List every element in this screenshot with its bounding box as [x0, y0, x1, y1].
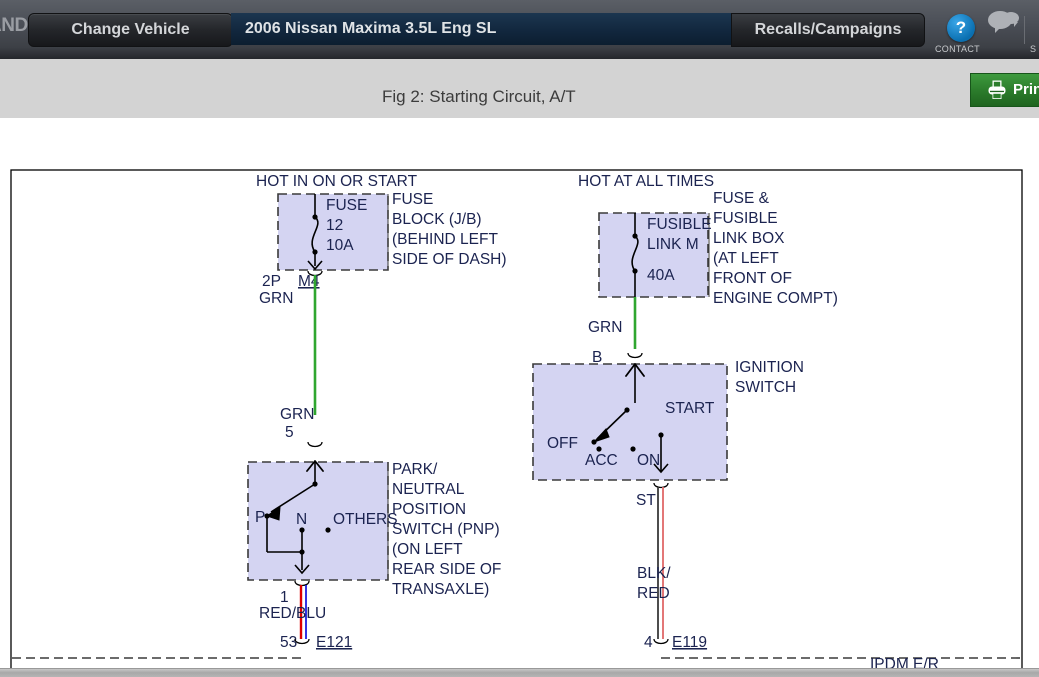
- svg-text:M4: M4: [298, 273, 320, 290]
- svg-text:FRONT OF: FRONT OF: [713, 270, 792, 287]
- svg-text:REAR SIDE OF: REAR SIDE OF: [392, 561, 501, 578]
- svg-text:FUSIBLE: FUSIBLE: [647, 216, 712, 233]
- svg-text:FUSIBLE: FUSIBLE: [713, 210, 778, 227]
- svg-text:POSITION: POSITION: [392, 501, 466, 518]
- svg-text:IGNITION: IGNITION: [735, 359, 804, 376]
- svg-text:40A: 40A: [647, 267, 675, 284]
- svg-text:FUSE &: FUSE &: [713, 190, 770, 207]
- svg-text:OTHERS: OTHERS: [333, 511, 398, 528]
- svg-text:SWITCH: SWITCH: [735, 379, 796, 396]
- svg-text:N: N: [296, 511, 307, 528]
- svg-text:NEUTRAL: NEUTRAL: [392, 481, 465, 498]
- svg-text:ST: ST: [636, 492, 656, 509]
- svg-text:FUSE: FUSE: [326, 197, 367, 214]
- svg-text:HOT AT ALL TIMES: HOT AT ALL TIMES: [578, 173, 714, 190]
- svg-text:53: 53: [280, 634, 297, 651]
- svg-text:FUSE: FUSE: [392, 191, 433, 208]
- svg-text:SIDE OF DASH): SIDE OF DASH): [392, 251, 507, 268]
- svg-text:OFF: OFF: [547, 435, 578, 452]
- svg-text:E119: E119: [672, 634, 707, 651]
- svg-text:PARK/: PARK/: [392, 461, 438, 478]
- svg-text:GRN: GRN: [280, 406, 314, 423]
- svg-text:4: 4: [644, 634, 653, 651]
- svg-text:P: P: [255, 509, 265, 526]
- svg-text:5: 5: [285, 424, 294, 441]
- svg-text:2P: 2P: [262, 273, 281, 290]
- svg-text:GRN: GRN: [259, 290, 293, 307]
- svg-text:BLOCK (J/B): BLOCK (J/B): [392, 211, 482, 228]
- svg-text:LINK M: LINK M: [647, 236, 699, 253]
- svg-text:SWITCH (PNP): SWITCH (PNP): [392, 521, 500, 538]
- svg-text:E121: E121: [316, 634, 352, 651]
- svg-text:(AT LEFT: (AT LEFT: [713, 250, 779, 267]
- svg-text:RED/BLU: RED/BLU: [259, 605, 326, 622]
- svg-text:10A: 10A: [326, 237, 354, 254]
- svg-text:BLK/: BLK/: [637, 565, 671, 582]
- svg-text:HOT IN ON OR START: HOT IN ON OR START: [256, 173, 418, 190]
- svg-text:LINK BOX: LINK BOX: [713, 230, 785, 247]
- svg-text:(BEHIND LEFT: (BEHIND LEFT: [392, 231, 498, 248]
- svg-text:(ON LEFT: (ON LEFT: [392, 541, 463, 558]
- svg-text:ENGINE COMPT): ENGINE COMPT): [713, 290, 838, 307]
- svg-text:TRANSAXLE): TRANSAXLE): [392, 581, 489, 598]
- svg-text:1: 1: [280, 589, 289, 606]
- svg-text:GRN: GRN: [588, 319, 622, 336]
- svg-text:START: START: [665, 400, 715, 417]
- svg-text:ACC: ACC: [585, 452, 618, 469]
- svg-text:RED: RED: [637, 585, 670, 602]
- svg-text:12: 12: [326, 217, 343, 234]
